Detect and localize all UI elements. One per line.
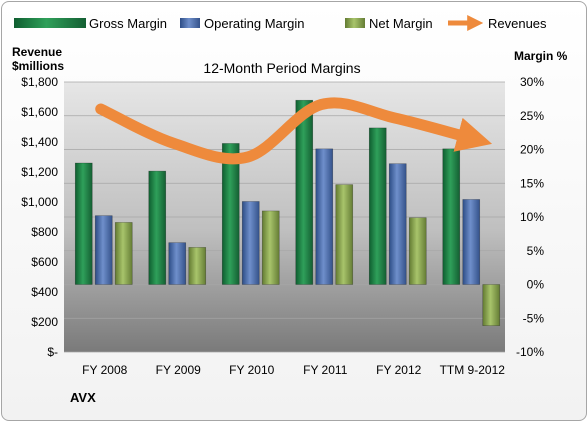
x-tick-labels: FY 2008 FY 2009 FY 2010 FY 2011 FY 2012 TTM 9… bbox=[82, 363, 505, 377]
bar-operating-margin bbox=[241, 201, 260, 285]
y-left-tick-label: $1,200 bbox=[21, 165, 58, 179]
y-right-tick-label: -10% bbox=[516, 345, 544, 359]
bar-gross-margin bbox=[221, 143, 240, 285]
y-left-tick-label: $1,600 bbox=[21, 105, 58, 119]
legend-swatch-operating bbox=[180, 18, 200, 28]
bars bbox=[74, 99, 501, 326]
legend: Gross Margin Operating Margin Net Margin… bbox=[14, 14, 547, 32]
y-left-tick-label: $1,000 bbox=[21, 195, 58, 209]
y-left-title-line1: Revenue bbox=[12, 45, 62, 59]
x-tick-label: TTM 9-2012 bbox=[440, 363, 506, 377]
y-left-tick-label: $- bbox=[47, 345, 58, 359]
revenue-line bbox=[95, 97, 493, 165]
bar-net-margin bbox=[261, 210, 280, 285]
bar-gross-margin bbox=[148, 170, 167, 285]
legend-label-operating: Operating Margin bbox=[204, 16, 304, 31]
chart-title: 12-Month Period Margins bbox=[203, 60, 360, 76]
bar-net-margin bbox=[408, 217, 427, 285]
x-tick-label: FY 2010 bbox=[229, 363, 274, 377]
y-right-tick-label: 0% bbox=[527, 278, 545, 292]
y-left-title-line2: $millions bbox=[12, 59, 64, 73]
y-right-tick-label: -5% bbox=[523, 311, 545, 325]
bar-net-margin bbox=[114, 222, 133, 285]
y-right-tick-label: 15% bbox=[520, 176, 544, 190]
bar-net-margin bbox=[482, 284, 501, 326]
bar-gross-margin bbox=[295, 99, 314, 285]
bar-net-margin bbox=[188, 247, 207, 285]
y-left-tick-label: $1,800 bbox=[21, 75, 58, 89]
y-right-tick-label: 20% bbox=[520, 143, 544, 157]
y-right-tick-label: 30% bbox=[520, 75, 544, 89]
legend-swatch-net bbox=[345, 18, 365, 28]
bar-operating-margin bbox=[462, 199, 481, 285]
y-left-tick-label: $400 bbox=[31, 285, 58, 299]
y-right-title: Margin % bbox=[514, 49, 568, 63]
y-left-tick-label: $200 bbox=[31, 315, 58, 329]
bar-operating-margin bbox=[168, 242, 187, 285]
bar-operating-margin bbox=[94, 215, 113, 285]
y-right-tick-label: 10% bbox=[520, 210, 544, 224]
y-right-ticks: 30% 25% 20% 15% 10% 5% 0% -5% -10% bbox=[516, 75, 544, 359]
legend-swatch-gross bbox=[14, 18, 86, 28]
bar-gross-margin bbox=[368, 127, 387, 285]
bar-gross-margin bbox=[442, 148, 461, 285]
legend-label-gross: Gross Margin bbox=[89, 16, 167, 31]
y-right-tick-label: 5% bbox=[527, 244, 545, 258]
y-right-tick-label: 25% bbox=[520, 109, 544, 123]
bar-net-margin bbox=[335, 184, 354, 285]
x-tick-label: FY 2011 bbox=[303, 363, 348, 377]
y-left-tick-label: $600 bbox=[31, 255, 58, 269]
company-label: AVX bbox=[70, 390, 96, 405]
y-left-tick-label: $800 bbox=[31, 225, 58, 239]
x-tick-label: FY 2009 bbox=[156, 363, 201, 377]
y-left-ticks: $1,800 $1,600 $1,400 $1,200 $1,000 $800 $600 $4… bbox=[21, 75, 58, 359]
bar-operating-margin bbox=[388, 163, 407, 285]
revenue-line-group bbox=[95, 97, 493, 165]
bar-operating-margin bbox=[315, 148, 334, 285]
x-tick-label: FY 2012 bbox=[376, 363, 421, 377]
y-left-tick-label: $1,400 bbox=[21, 135, 58, 149]
bar-gross-margin bbox=[74, 162, 93, 285]
gridlines bbox=[64, 81, 505, 353]
legend-label-revenue: Revenues bbox=[488, 16, 547, 31]
x-tick-label: FY 2008 bbox=[82, 363, 127, 377]
legend-label-net: Net Margin bbox=[369, 16, 433, 31]
